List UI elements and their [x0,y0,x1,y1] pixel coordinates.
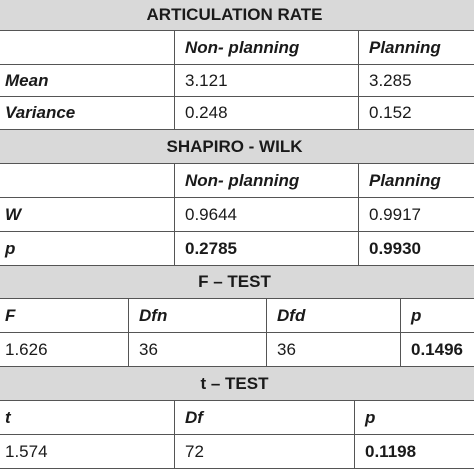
empty-header-cell [0,31,175,65]
table-row: p 0.2785 0.9930 [0,232,474,266]
table-row: 1.626 36 36 0.1496 [0,333,474,367]
articulation-header-row: Non- planning Planning [0,31,474,65]
f-value: 1.626 [0,333,129,367]
row-label-w: W [0,198,175,232]
ttest-header-row: t Df p [0,401,474,435]
mean-planning: 3.285 [359,65,474,97]
ttest-title-row: t – TEST [0,367,474,401]
f-p-value: 0.1496 [401,333,474,367]
table-row: Variance 0.248 0.152 [0,97,474,130]
w-non-planning: 0.9644 [175,198,359,232]
table-row: W 0.9644 0.9917 [0,198,474,232]
shapiro-header-row: Non- planning Planning [0,164,474,198]
dfn-value: 36 [129,333,267,367]
t-value: 1.574 [0,435,175,469]
mean-non-planning: 3.121 [175,65,359,97]
dfd-value: 36 [267,333,401,367]
row-label-mean: Mean [0,65,175,97]
ftest-title: F – TEST [0,266,474,299]
col-header-non-planning: Non- planning [175,164,359,198]
p-non-planning: 0.2785 [175,232,359,266]
empty-header-cell [0,164,175,198]
t-p-value: 0.1198 [355,435,474,469]
articulation-title-row: ARTICULATION RATE [0,0,474,31]
df-value: 72 [175,435,355,469]
ftest-header-row: F Dfn Dfd p [0,299,474,333]
col-header-non-planning: Non- planning [175,31,359,65]
col-header-t: t [0,401,175,435]
ttest-title: t – TEST [0,367,474,401]
row-label-variance: Variance [0,97,175,130]
articulation-title: ARTICULATION RATE [0,0,474,31]
col-header-p: p [355,401,474,435]
col-header-planning: Planning [359,164,474,198]
variance-non-planning: 0.248 [175,97,359,130]
col-header-planning: Planning [359,31,474,65]
row-label-p: p [0,232,175,266]
table-row: 1.574 72 0.1198 [0,435,474,469]
ftest-title-row: F – TEST [0,266,474,299]
shapiro-title-row: SHAPIRO - WILK [0,130,474,164]
col-header-dfd: Dfd [267,299,401,333]
variance-planning: 0.152 [359,97,474,130]
col-header-df: Df [175,401,355,435]
shapiro-title: SHAPIRO - WILK [0,130,474,164]
w-planning: 0.9917 [359,198,474,232]
col-header-p: p [401,299,474,333]
col-header-f: F [0,299,129,333]
col-header-dfn: Dfn [129,299,267,333]
p-planning: 0.9930 [359,232,474,266]
table-row: Mean 3.121 3.285 [0,65,474,97]
